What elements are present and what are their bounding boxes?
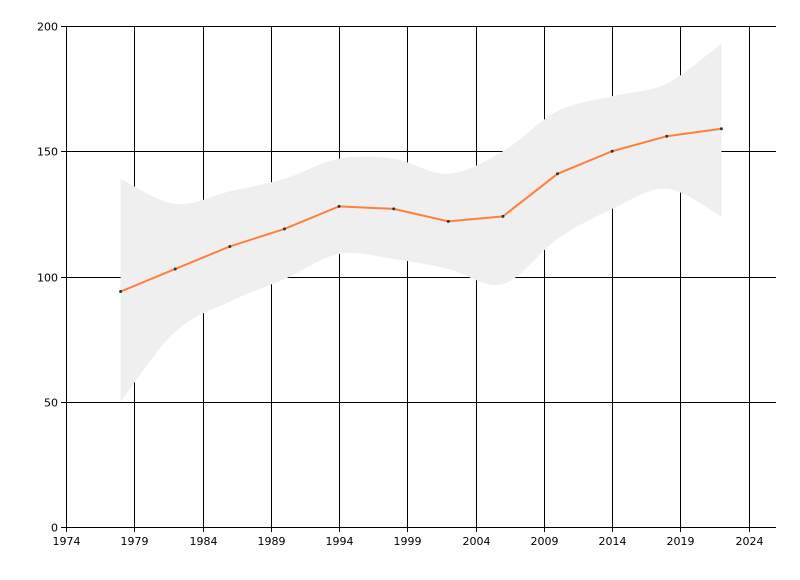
x-tick-label: 1989 [258, 535, 286, 548]
y-tick-labels: 0 50 100 150 200 [37, 21, 58, 535]
axes [61, 26, 776, 532]
series-line [120, 127, 722, 293]
data-point [282, 227, 286, 231]
data-point [719, 127, 723, 131]
x-tick-label: 1979 [121, 535, 149, 548]
x-tick-label: 1984 [190, 535, 218, 548]
data-point [173, 267, 177, 271]
x-tick-label: 1994 [326, 535, 354, 548]
data-point [337, 204, 341, 208]
x-tick-label: 2019 [667, 535, 695, 548]
data-point [665, 134, 669, 138]
y-tick-label: 150 [37, 146, 58, 159]
confidence-band-area [120, 43, 722, 402]
data-point [392, 207, 396, 211]
data-point [446, 219, 450, 223]
y-tick-label: 200 [37, 21, 58, 34]
x-tick-label: 2004 [463, 535, 491, 548]
y-tick-label: 100 [37, 272, 58, 285]
data-point [228, 244, 232, 248]
confidence-band [120, 43, 722, 402]
y-tick-label: 0 [51, 522, 58, 535]
x-tick-label: 1974 [53, 535, 81, 548]
x-tick-labels: 1974 1979 1984 1989 1994 1999 2004 2009 2014 2019… [53, 535, 764, 548]
data-point [119, 290, 123, 294]
y-tick-label: 50 [44, 397, 58, 410]
data-point [556, 172, 560, 176]
x-tick-label: 2009 [531, 535, 559, 548]
x-tick-label: 1999 [394, 535, 422, 548]
x-tick-label: 2014 [599, 535, 627, 548]
series [119, 127, 723, 294]
data-point [610, 149, 614, 153]
x-tick-label: 2024 [736, 535, 764, 548]
data-point [501, 214, 505, 218]
